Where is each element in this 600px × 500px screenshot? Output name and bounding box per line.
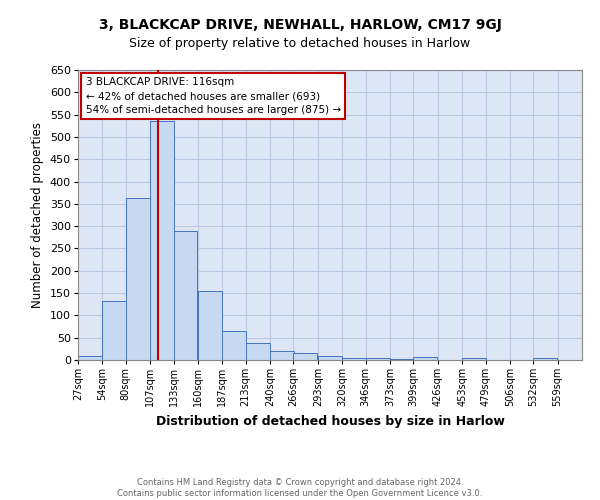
- Bar: [270, 351, 294, 360]
- Bar: [413, 358, 437, 360]
- Bar: [198, 291, 222, 360]
- Bar: [342, 358, 366, 360]
- X-axis label: Distribution of detached houses by size in Harlow: Distribution of detached houses by size …: [155, 414, 505, 428]
- Text: Contains HM Land Registry data © Crown copyright and database right 2024.
Contai: Contains HM Land Registry data © Crown c…: [118, 478, 482, 498]
- Bar: [150, 122, 174, 360]
- Bar: [245, 343, 269, 360]
- Text: 3 BLACKCAP DRIVE: 116sqm
← 42% of detached houses are smaller (693)
54% of semi-: 3 BLACKCAP DRIVE: 116sqm ← 42% of detach…: [86, 77, 341, 116]
- Bar: [126, 198, 149, 360]
- Text: 3, BLACKCAP DRIVE, NEWHALL, HARLOW, CM17 9GJ: 3, BLACKCAP DRIVE, NEWHALL, HARLOW, CM17…: [98, 18, 502, 32]
- Bar: [462, 358, 486, 360]
- Text: Size of property relative to detached houses in Harlow: Size of property relative to detached ho…: [130, 38, 470, 51]
- Bar: [103, 300, 126, 360]
- Bar: [533, 358, 557, 360]
- Bar: [318, 356, 342, 360]
- Bar: [390, 358, 414, 360]
- Bar: [222, 331, 246, 360]
- Y-axis label: Number of detached properties: Number of detached properties: [31, 122, 44, 308]
- Bar: [293, 353, 317, 360]
- Bar: [365, 358, 389, 360]
- Bar: [78, 356, 102, 360]
- Bar: [173, 230, 197, 360]
